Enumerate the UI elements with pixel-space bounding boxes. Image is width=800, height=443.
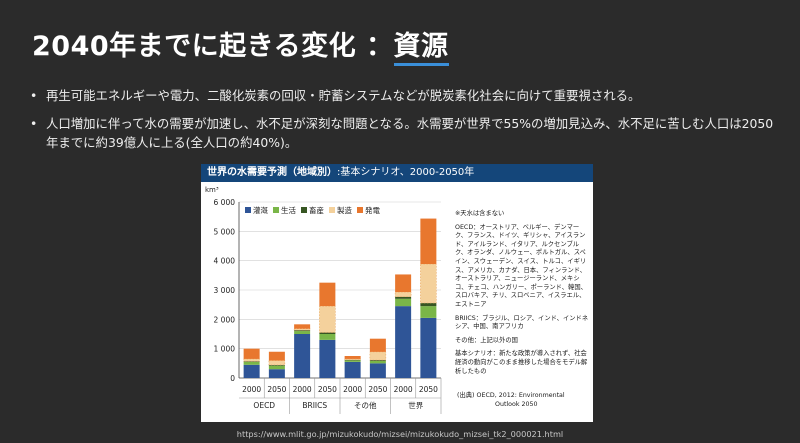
figure-notes: ※天水は含まない OECD：オーストリア、ベルギー、デンマーク、フランス、ドイツ…	[455, 210, 589, 381]
bar-segment	[294, 330, 311, 332]
bar-segment	[344, 356, 361, 359]
bar-segment	[294, 334, 311, 378]
figure-title: 世界の水需要予測（地域別）	[207, 167, 337, 178]
source-line-1: (出典) OECD, 2012: Environmental	[457, 392, 565, 399]
slide-title: 2040年までに起きる変化 ：資源	[32, 24, 449, 66]
note-briics: BRIICS：ブラジル、ロシア、インド、インドネシア、中国、南アフリカ	[455, 314, 589, 331]
y-tick-label: 4 000	[214, 257, 236, 266]
bar-segment	[294, 324, 311, 329]
title-main: 2040年までに起きる変化 ：	[32, 31, 394, 62]
bar-segment	[294, 331, 311, 334]
x-tick-label: 2050	[419, 385, 438, 394]
x-tick-label: 2000	[293, 385, 312, 394]
y-tick-label: 1 000	[214, 345, 236, 354]
figure-source: (出典) OECD, 2012: Environmental Outlook 2…	[457, 392, 591, 409]
bullet-item: 再生可能エネルギーや電力、二酸化炭素の回収・貯蓄システムなどが脱炭素化社会に向け…	[30, 86, 780, 105]
water-demand-figure: 世界の水需要予測（地域別）:基本シナリオ、2000-2050年 km³ 0 1 00…	[201, 164, 593, 422]
y-tick-label: 3 000	[214, 286, 236, 295]
bar-segment	[243, 361, 260, 365]
legend-swatch	[245, 207, 251, 213]
bar-segment	[319, 332, 336, 334]
title-highlight: 資源	[393, 31, 449, 66]
bar-segment	[395, 298, 412, 307]
bar-segment	[319, 305, 336, 333]
legend-swatch	[357, 207, 363, 213]
group-label: OECD	[253, 401, 275, 410]
bar-segment	[344, 361, 361, 378]
bar-segment	[394, 291, 412, 297]
figure-header: 世界の水需要予測（地域別）:基本シナリオ、2000-2050年	[201, 164, 593, 182]
x-tick-label: 2050	[318, 385, 337, 394]
group-label: BRIICS	[302, 401, 327, 410]
bar-segment	[268, 351, 285, 361]
x-tick-label: 2050	[267, 385, 286, 394]
x-tick-label: 2000	[242, 385, 261, 394]
bar-segment	[369, 338, 386, 352]
bar-segment	[268, 360, 286, 366]
legend-label: 発電	[365, 206, 380, 215]
source-line-2: Outlook 2050	[495, 400, 538, 408]
bar-segment	[369, 360, 386, 361]
bar-segment	[344, 358, 361, 361]
legend-label: 生活	[281, 205, 296, 215]
bar-segment	[243, 348, 260, 359]
legend-label: 製造	[337, 205, 352, 215]
y-tick-label: 6 000	[214, 198, 236, 207]
y-tick-label: 2 000	[214, 315, 236, 324]
bar-segment	[243, 364, 260, 378]
legend-swatch	[273, 207, 279, 213]
bar-segment	[243, 361, 260, 362]
bar-segment	[420, 303, 437, 307]
legend-swatch	[329, 207, 335, 213]
bar-segment	[243, 358, 260, 362]
bar-segment	[344, 359, 361, 361]
legend-label: 畜産	[309, 205, 324, 215]
legend-swatch	[301, 207, 307, 213]
bar-segment	[420, 306, 437, 318]
note-rain: ※天水は含まない	[455, 210, 505, 217]
x-tick-label: 2000	[394, 385, 413, 394]
y-tick-label: 0	[230, 374, 235, 383]
bullet-list: 再生可能エネルギーや電力、二酸化炭素の回収・貯蓄システムなどが脱炭素化社会に向け…	[30, 86, 780, 161]
bar-segment	[420, 317, 437, 378]
bar-segment	[420, 218, 437, 265]
bar-segment	[395, 274, 412, 293]
x-tick-label: 2050	[368, 385, 387, 394]
bar-segment	[293, 328, 311, 331]
note-other: その他：上記以外の国	[455, 336, 518, 344]
note-oecd: OECD：オーストリア、ベルギー、デンマーク、フランス、ドイツ、ギリシャ、アイス…	[455, 223, 587, 308]
source-url[interactable]: https://www.mlit.go.jp/mizukokudo/mizsei…	[236, 429, 564, 439]
bar-segment	[268, 369, 285, 378]
bar-segment	[395, 306, 412, 378]
bar-segment	[268, 365, 285, 370]
bar-segment	[369, 351, 387, 361]
y-tick-label: 5 000	[214, 227, 236, 236]
bullet-item: 人口増加に伴って水の需要が加速し、水不足が深刻な問題となる。水需要が世界で55%…	[30, 114, 780, 152]
figure-subtitle: :基本シナリオ、2000-2050年	[337, 167, 475, 178]
group-label: その他	[354, 400, 377, 410]
bar-segment	[268, 364, 285, 366]
bar-segment	[319, 282, 336, 307]
bar-segment	[395, 296, 412, 299]
bar-segment	[420, 263, 437, 304]
bar-segment	[369, 360, 386, 364]
bar-segment	[344, 360, 361, 362]
stacked-bar-chart: km³ 0 1 000 2 000 3 000 4 000 5 000 6 000 2000 20…	[205, 186, 442, 414]
y-axis-unit: km³	[205, 186, 219, 194]
bar-segment	[319, 339, 336, 378]
bar-segment	[319, 334, 336, 340]
x-tick-label: 2000	[343, 385, 362, 394]
legend-label: 灌漑	[253, 205, 268, 215]
group-label: 世界	[408, 400, 423, 410]
bar-segment	[369, 363, 386, 378]
note-scenario: 基本シナリオ：新たな政策が導入されず、社会経済の動向がこのまま推移した場合をモデ…	[455, 350, 588, 375]
